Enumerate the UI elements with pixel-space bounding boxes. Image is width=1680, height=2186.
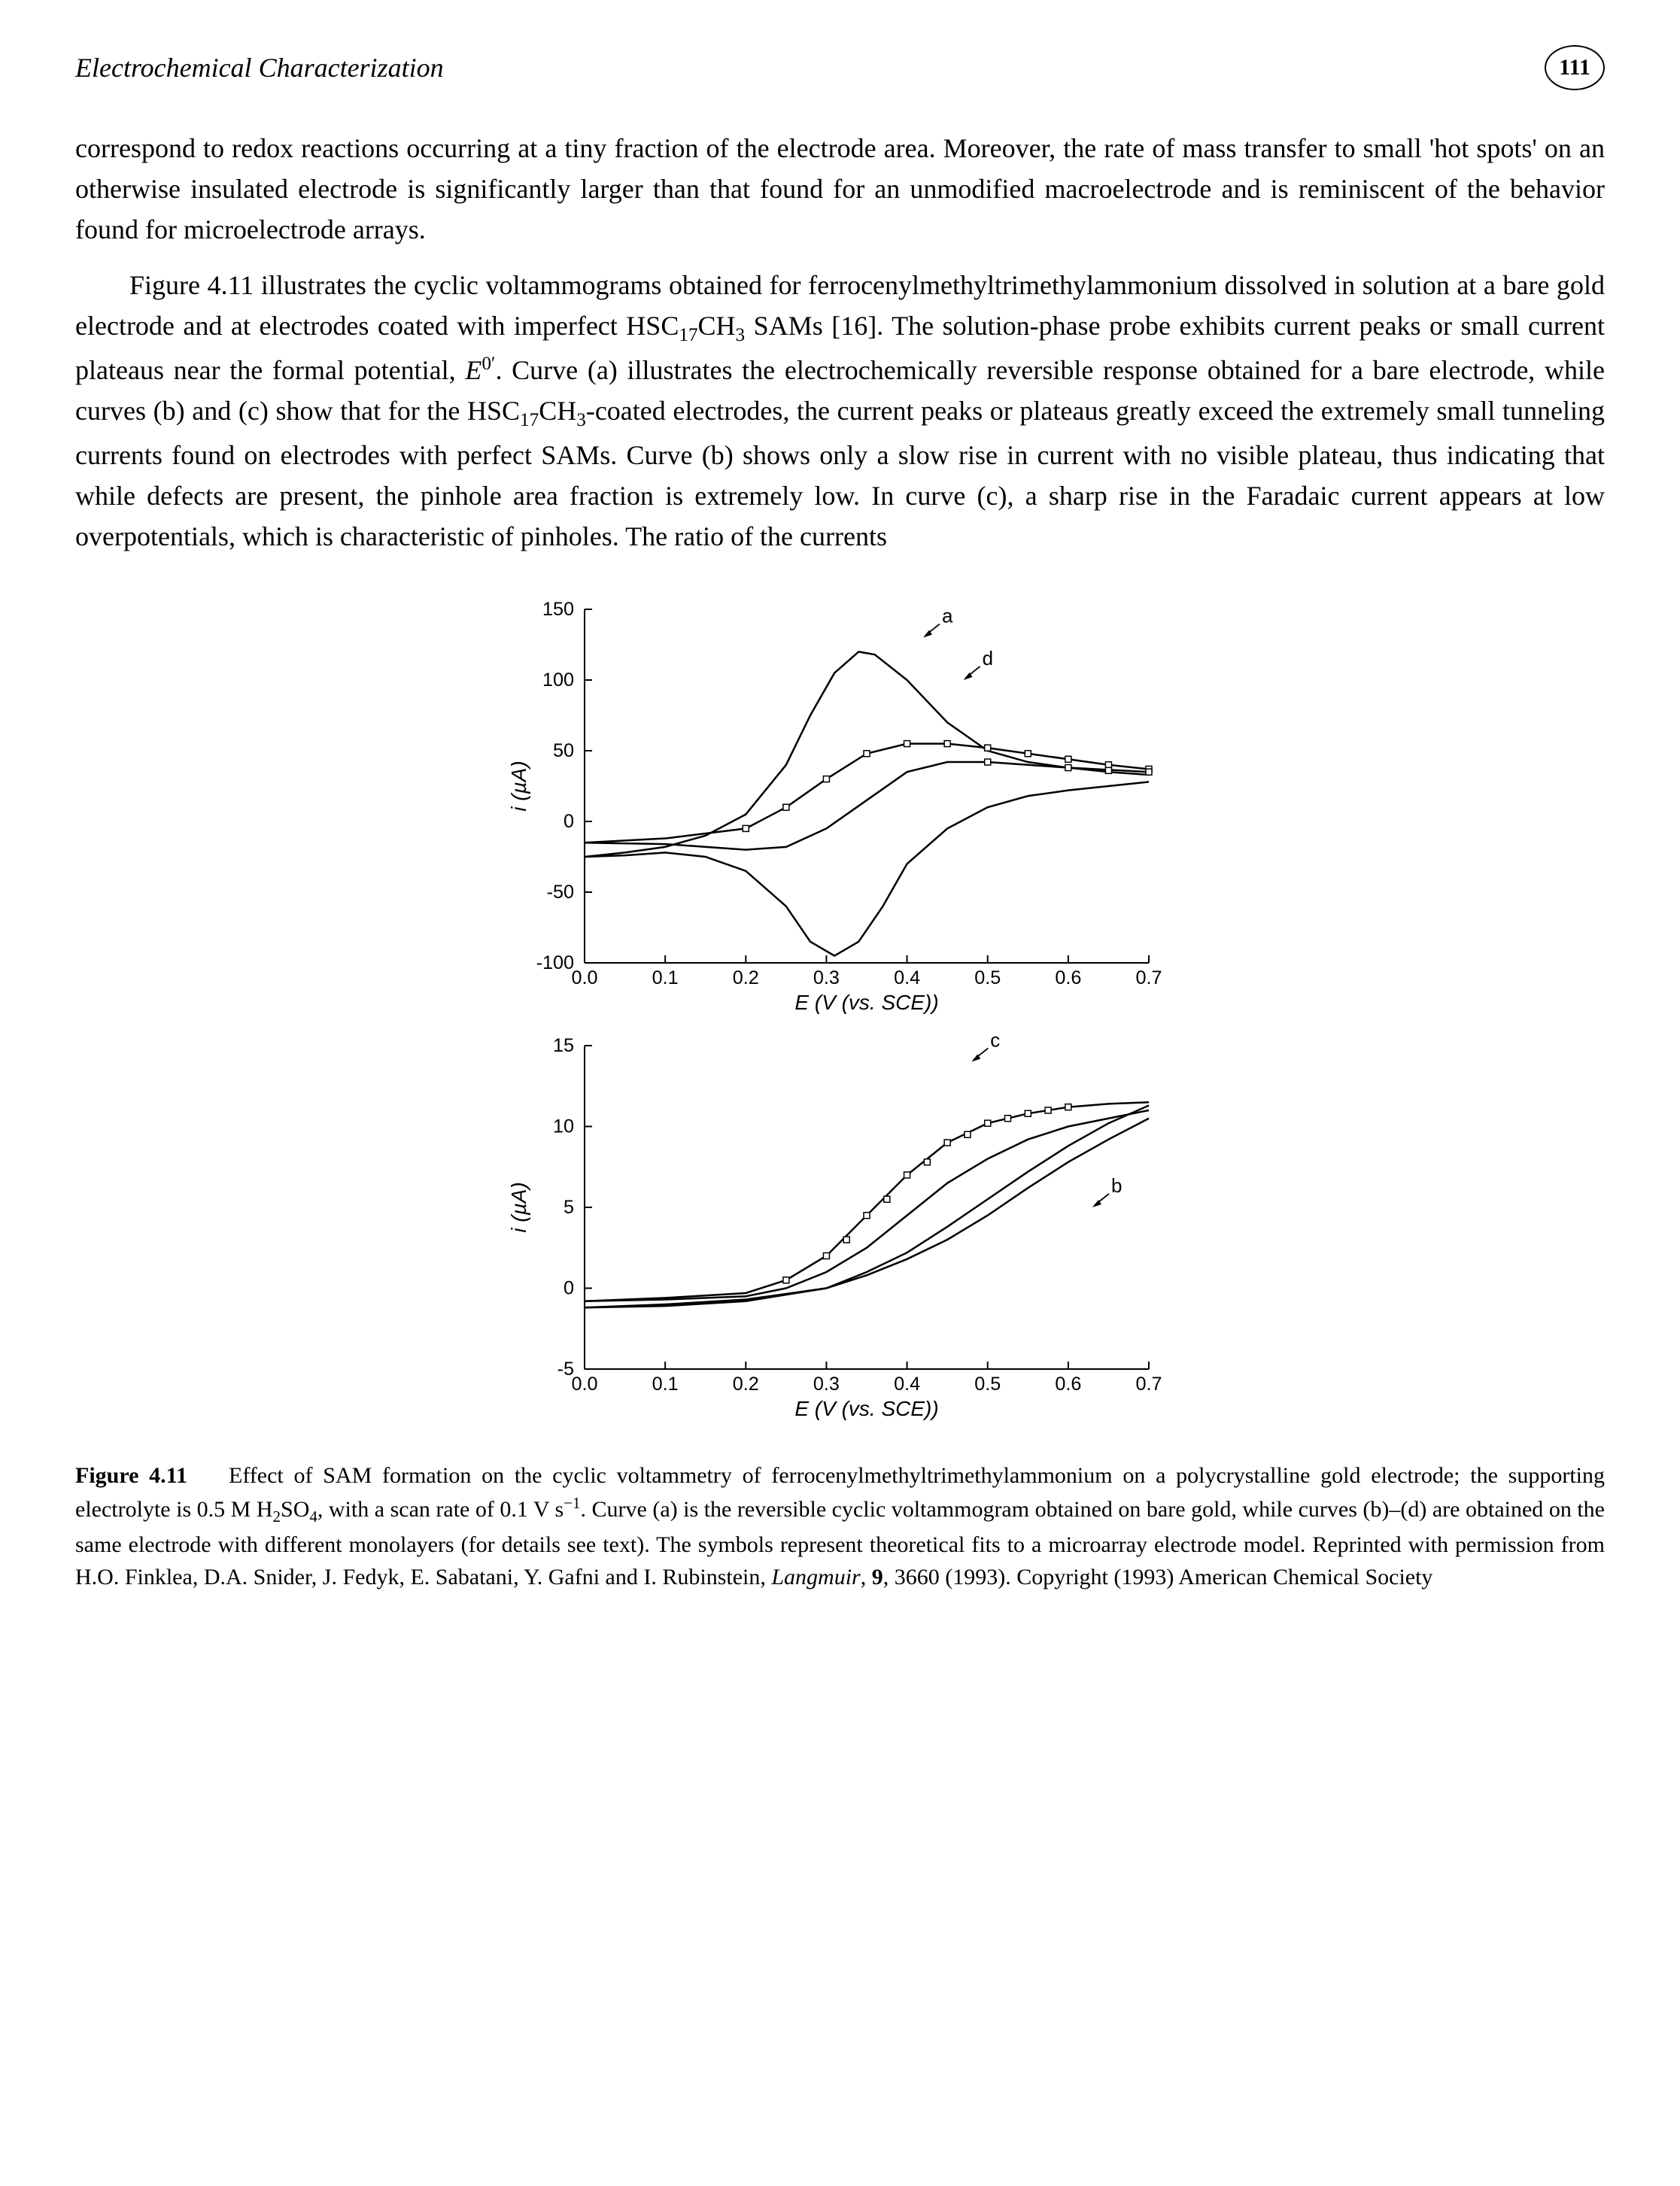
caption-c: , with a scan rate of 0.1 V s — [317, 1497, 564, 1522]
page-number: 111 — [1545, 45, 1605, 90]
svg-text:c: c — [990, 1028, 1000, 1051]
svg-text:0.3: 0.3 — [813, 1374, 839, 1395]
page-header: Electrochemical Characterization 111 — [75, 45, 1605, 90]
caption-f: , 3660 (1993). Copyright (1993) American… — [883, 1565, 1433, 1589]
svg-text:0.2: 0.2 — [732, 967, 758, 988]
svg-text:0.3: 0.3 — [813, 967, 839, 988]
svg-text:0.0: 0.0 — [571, 1374, 597, 1395]
p2-e: CH — [539, 396, 576, 426]
svg-text:50: 50 — [552, 740, 573, 761]
caption-journal: Langmuir — [771, 1565, 860, 1589]
caption-vol: 9 — [872, 1565, 883, 1589]
svg-text:0.4: 0.4 — [894, 1374, 920, 1395]
svg-text:0.7: 0.7 — [1135, 1374, 1162, 1395]
svg-text:i (µA): i (µA) — [507, 1182, 530, 1232]
svg-text:0.4: 0.4 — [894, 967, 920, 988]
svg-text:E (V (vs. SCE)): E (V (vs. SCE)) — [794, 991, 938, 1014]
svg-text:b: b — [1111, 1174, 1122, 1197]
caption-b: SO — [281, 1497, 309, 1522]
svg-text:0.7: 0.7 — [1135, 967, 1162, 988]
svg-text:15: 15 — [552, 1035, 573, 1056]
figure-charts: 0.00.10.20.30.40.50.60.7-100-50050100150… — [75, 587, 1605, 1429]
svg-text:a: a — [942, 605, 953, 627]
svg-text:0.6: 0.6 — [1055, 967, 1081, 988]
svg-text:100: 100 — [542, 669, 573, 691]
svg-text:i (µA): i (µA) — [507, 761, 530, 811]
svg-text:-100: -100 — [536, 952, 573, 973]
svg-text:0.5: 0.5 — [974, 1374, 1001, 1395]
caption-e: , — [861, 1565, 872, 1589]
svg-text:0.6: 0.6 — [1055, 1374, 1081, 1395]
paragraph-1: correspond to redox reactions occurring … — [75, 128, 1605, 250]
svg-text:d: d — [982, 647, 992, 669]
svg-text:0: 0 — [563, 811, 573, 832]
svg-text:150: 150 — [542, 599, 573, 620]
svg-text:0: 0 — [563, 1277, 573, 1298]
svg-text:0.5: 0.5 — [974, 967, 1001, 988]
svg-text:10: 10 — [552, 1116, 573, 1137]
figure-caption: Figure 4.11 Effect of SAM formation on t… — [75, 1459, 1605, 1594]
svg-text:-50: -50 — [546, 882, 573, 903]
p2-b: CH — [698, 311, 736, 341]
caption-lead: Figure 4.11 — [75, 1463, 187, 1488]
chart-bottom: 0.0 0.1 0.2 0.3 0.4 0.5 0.6 0.7 -5 0 5 10 15 E (V (vs… — [502, 1023, 1179, 1429]
chapter-title: Electrochemical Characterization — [75, 52, 444, 83]
paragraph-2: Figure 4.11 illustrates the cyclic volta… — [75, 265, 1605, 557]
svg-text:0.1: 0.1 — [652, 967, 678, 988]
chart-top: 0.0 0.1 0.2 0.3 0.4 0.5 0.6 0.7 -100 -50 0 50 100 150… — [502, 587, 1179, 1023]
svg-text:0.2: 0.2 — [732, 1374, 758, 1395]
svg-text:0.0: 0.0 — [571, 967, 597, 988]
svg-text:-5: -5 — [557, 1359, 573, 1380]
svg-text:5: 5 — [563, 1197, 573, 1218]
svg-text:E (V (vs. SCE)): E (V (vs. SCE)) — [794, 1397, 938, 1420]
svg-text:0.1: 0.1 — [652, 1374, 678, 1395]
